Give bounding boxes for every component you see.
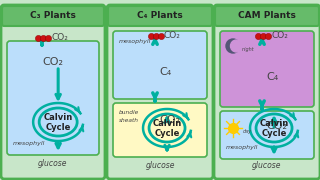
- Text: Cycle: Cycle: [154, 129, 180, 138]
- Text: Calvin: Calvin: [260, 120, 289, 129]
- FancyBboxPatch shape: [108, 6, 212, 26]
- Ellipse shape: [149, 114, 185, 142]
- Text: CO₂: CO₂: [159, 115, 180, 125]
- Text: mesophyll: mesophyll: [13, 141, 45, 147]
- Ellipse shape: [256, 114, 292, 142]
- Circle shape: [226, 39, 240, 53]
- Text: bundle: bundle: [119, 111, 139, 116]
- Text: glucose: glucose: [252, 161, 282, 170]
- Text: mesophyll: mesophyll: [119, 39, 151, 44]
- FancyBboxPatch shape: [2, 6, 104, 26]
- FancyBboxPatch shape: [220, 31, 314, 107]
- FancyBboxPatch shape: [1, 5, 105, 179]
- Text: Cycle: Cycle: [261, 129, 287, 138]
- FancyBboxPatch shape: [107, 5, 213, 179]
- Text: Cycle: Cycle: [45, 123, 71, 132]
- Text: C₄: C₄: [266, 72, 278, 82]
- FancyBboxPatch shape: [220, 111, 314, 159]
- FancyBboxPatch shape: [113, 103, 207, 157]
- Text: night: night: [242, 46, 255, 51]
- Ellipse shape: [39, 108, 77, 136]
- FancyBboxPatch shape: [214, 5, 320, 179]
- Text: Calvin: Calvin: [44, 114, 73, 123]
- Text: CO₂: CO₂: [271, 31, 288, 40]
- Text: sheath: sheath: [119, 118, 139, 123]
- Text: C₄ Plants: C₄ Plants: [137, 12, 183, 21]
- Text: CO₂: CO₂: [51, 33, 68, 42]
- Text: glucose: glucose: [145, 161, 175, 170]
- FancyBboxPatch shape: [7, 41, 99, 155]
- Text: CO₂: CO₂: [43, 57, 64, 67]
- Text: CAM Plants: CAM Plants: [238, 12, 296, 21]
- Text: C₃ Plants: C₃ Plants: [30, 12, 76, 21]
- FancyBboxPatch shape: [215, 6, 319, 26]
- Text: glucose: glucose: [38, 159, 68, 168]
- Text: CO₂: CO₂: [164, 31, 181, 40]
- Text: day: day: [243, 129, 252, 134]
- Text: mesophyll: mesophyll: [226, 145, 258, 150]
- Circle shape: [230, 40, 243, 52]
- FancyBboxPatch shape: [113, 31, 207, 99]
- Text: C₄: C₄: [159, 68, 171, 77]
- Text: Calvin: Calvin: [152, 120, 182, 129]
- Text: CO₂: CO₂: [266, 121, 287, 131]
